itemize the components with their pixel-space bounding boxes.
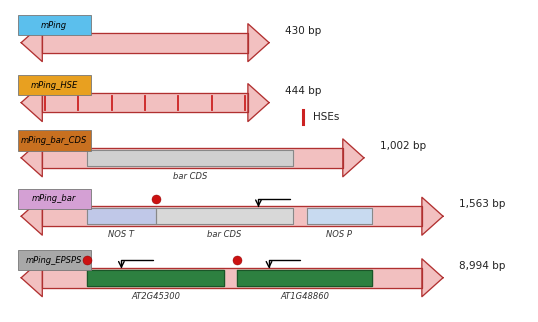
Text: mPing_bar_CDS: mPing_bar_CDS <box>21 136 87 145</box>
Polygon shape <box>87 208 155 224</box>
FancyBboxPatch shape <box>18 75 91 95</box>
Text: mPing: mPing <box>41 21 67 30</box>
Text: HSEs: HSEs <box>313 112 339 122</box>
Polygon shape <box>343 139 364 177</box>
Text: 1,002 bp: 1,002 bp <box>380 141 426 151</box>
Text: 8,994 bp: 8,994 bp <box>459 261 505 271</box>
Polygon shape <box>21 197 43 235</box>
Polygon shape <box>248 24 269 62</box>
Polygon shape <box>307 208 372 224</box>
Polygon shape <box>43 206 422 226</box>
Polygon shape <box>21 139 43 177</box>
Text: 430 bp: 430 bp <box>285 26 321 36</box>
Polygon shape <box>43 93 248 112</box>
Polygon shape <box>21 84 43 122</box>
Polygon shape <box>422 197 443 235</box>
Text: AT1G48860: AT1G48860 <box>280 292 329 301</box>
Text: NOS T: NOS T <box>108 231 134 240</box>
Text: 444 bp: 444 bp <box>285 86 321 96</box>
Text: NOS P: NOS P <box>327 231 352 240</box>
Polygon shape <box>21 259 43 297</box>
Polygon shape <box>155 208 293 224</box>
FancyBboxPatch shape <box>18 189 91 209</box>
Polygon shape <box>43 268 422 288</box>
Polygon shape <box>422 259 443 297</box>
FancyBboxPatch shape <box>18 130 91 151</box>
Text: mPing_bar: mPing_bar <box>32 194 76 204</box>
Polygon shape <box>43 148 343 168</box>
Text: bar CDS: bar CDS <box>207 231 242 240</box>
Text: mPing_HSE: mPing_HSE <box>31 81 78 90</box>
Text: mPing_EPSPS: mPing_EPSPS <box>26 256 82 265</box>
FancyBboxPatch shape <box>18 15 91 35</box>
FancyBboxPatch shape <box>18 250 91 270</box>
Text: 1,563 bp: 1,563 bp <box>459 199 505 209</box>
Polygon shape <box>248 84 269 122</box>
Polygon shape <box>21 24 43 62</box>
Polygon shape <box>87 270 224 286</box>
Text: AT2G45300: AT2G45300 <box>131 292 180 301</box>
Polygon shape <box>237 270 372 286</box>
Polygon shape <box>43 33 248 52</box>
Text: bar CDS: bar CDS <box>173 172 207 181</box>
Polygon shape <box>87 150 293 166</box>
